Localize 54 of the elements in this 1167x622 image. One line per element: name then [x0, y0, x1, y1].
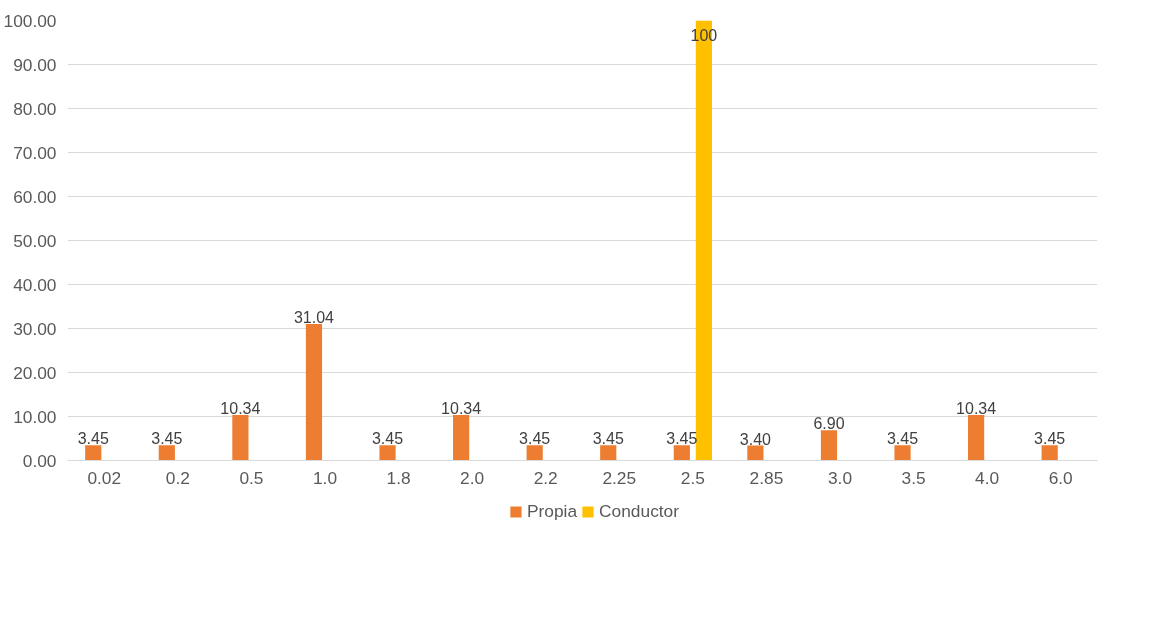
x-tick-label: 0.2 — [165, 467, 190, 488]
x-tick-label: 6.0 — [1048, 467, 1073, 488]
bar — [305, 323, 323, 461]
y-tick-label: 30.00 — [13, 318, 57, 339]
bar — [453, 415, 470, 461]
data-label: 10.34 — [220, 400, 261, 417]
data-label: 31.04 — [293, 308, 335, 326]
x-tick-label: 0.5 — [239, 467, 264, 488]
x-tick-label: 1.0 — [312, 467, 338, 488]
data-label: 6.90 — [813, 415, 845, 433]
bar — [1041, 445, 1058, 461]
x-tick-label: 3.5 — [901, 467, 926, 488]
bar — [747, 445, 764, 461]
bar — [894, 445, 911, 461]
bar — [158, 445, 175, 461]
bar — [673, 445, 690, 461]
bar — [232, 415, 249, 461]
data-label: 3.45 — [519, 430, 551, 448]
x-tick-label: 1.8 — [386, 467, 411, 488]
x-tick-label: 2.5 — [680, 467, 705, 488]
y-tick-label: 50.00 — [13, 230, 57, 251]
x-tick-label: 2.2 — [533, 467, 558, 488]
y-tick-label: 20.00 — [13, 362, 57, 383]
bar — [820, 430, 838, 461]
y-tick-label: 100.00 — [3, 10, 57, 31]
y-tick-label: 90.00 — [13, 54, 57, 75]
x-tick-label: 0.02 — [87, 467, 122, 488]
legend-label: Propia — [526, 500, 578, 522]
bar — [526, 445, 543, 461]
data-label: 10.34 — [956, 400, 997, 417]
data-label: 3.45 — [886, 430, 919, 448]
x-tick-label: 2.25 — [602, 467, 637, 488]
x-tick-label: 2.0 — [460, 467, 485, 488]
data-label: 3.45 — [151, 430, 183, 448]
y-tick-label: 10.00 — [13, 406, 57, 427]
bar — [85, 445, 102, 461]
y-tick-label: 40.00 — [13, 274, 57, 295]
data-label: 3.45 — [371, 430, 404, 448]
bar — [968, 415, 985, 461]
bar — [379, 445, 396, 461]
data-label: 3.45 — [77, 430, 109, 448]
data-label: 3.40 — [739, 430, 772, 448]
data-label: 3.45 — [1034, 430, 1066, 448]
y-tick-label: 70.00 — [13, 142, 57, 163]
bar — [600, 445, 617, 461]
data-label: 10.34 — [441, 400, 482, 417]
x-tick-label: 4.0 — [975, 467, 1000, 488]
x-tick-label: 3.0 — [827, 467, 853, 488]
y-tick-label: 80.00 — [13, 98, 57, 119]
y-tick-label: 0.00 — [22, 450, 57, 471]
x-tick-label: 2.85 — [749, 467, 784, 488]
y-tick-label: 60.00 — [13, 186, 57, 207]
legend-label: Conductor — [599, 500, 680, 522]
data-label: 3.45 — [592, 430, 624, 448]
